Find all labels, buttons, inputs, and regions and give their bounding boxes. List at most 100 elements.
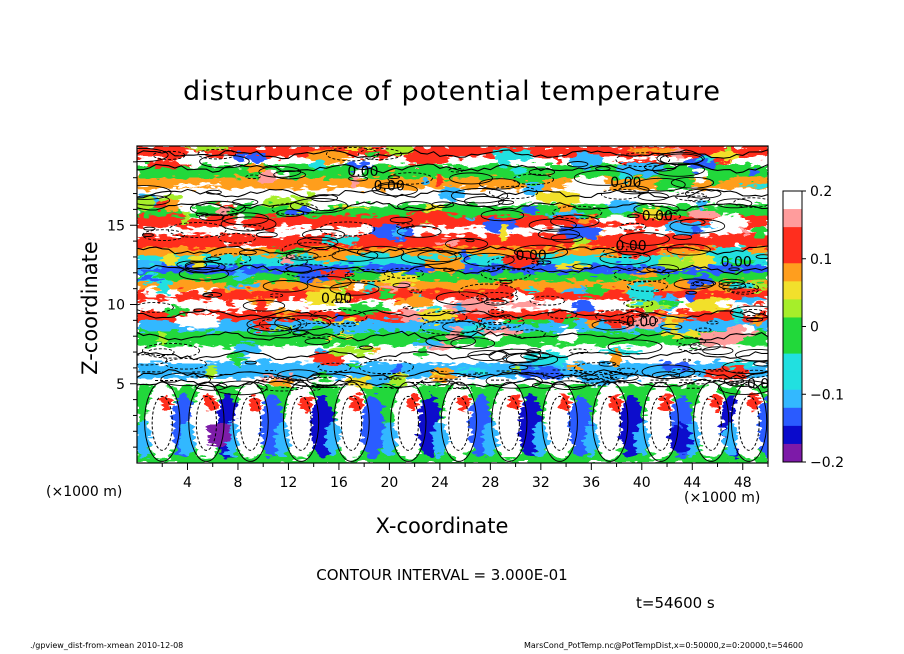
contour-cell <box>217 233 256 244</box>
contour-cell <box>572 263 593 270</box>
plume-tip <box>205 394 218 411</box>
contour-cell <box>262 280 309 293</box>
contour-cell <box>443 268 455 272</box>
contour-cell <box>463 252 515 267</box>
contour-cell <box>702 346 734 356</box>
contour-cell <box>296 236 339 248</box>
plume-contour <box>290 395 312 451</box>
contour-cell <box>485 373 543 389</box>
plume-contour <box>549 395 571 451</box>
contour-cell <box>651 371 681 380</box>
x-unit-right: (×1000 m) <box>684 490 761 506</box>
heatmap-patch <box>157 331 166 345</box>
contour-cell <box>142 229 185 241</box>
contour-cell <box>480 267 531 281</box>
heatmap-patch <box>715 299 748 309</box>
contour-cell <box>483 298 508 306</box>
heatmap-patch <box>459 251 469 261</box>
plume-contour <box>390 381 427 462</box>
contour-cell <box>479 321 509 331</box>
contour-cell <box>258 166 302 178</box>
heatmap-patch <box>436 175 444 185</box>
contour-cell <box>740 308 765 317</box>
plume-edge <box>432 421 448 457</box>
contour-line <box>137 264 768 275</box>
contour-cell <box>141 342 200 359</box>
contour-line <box>137 330 768 342</box>
heatmap-patch <box>227 299 235 307</box>
contour-cell <box>448 167 464 173</box>
contour-cell <box>178 267 229 281</box>
heatmap-band <box>137 272 768 282</box>
colorbar-swatch <box>783 317 802 337</box>
contour-cell <box>329 282 380 296</box>
heatmap-patch <box>466 215 475 220</box>
contour-cell <box>197 148 236 160</box>
contour-cell <box>573 362 622 376</box>
contour-cell <box>537 228 581 241</box>
footer-right: MarsCond_PotTemp.nc@PotTempDist,x=0:5000… <box>524 641 804 650</box>
heatmap-patch <box>558 225 602 239</box>
heatmap-patch <box>521 205 540 214</box>
heatmap-patch <box>354 281 363 291</box>
plume-contour <box>730 381 768 462</box>
contour-cell <box>618 185 650 195</box>
contour-label: 0.00 <box>374 178 405 194</box>
contour-cell <box>667 368 701 378</box>
heatmap-patch <box>569 153 606 169</box>
plume-edge <box>722 421 738 457</box>
heatmap-patch <box>511 292 536 302</box>
contour-cell <box>255 231 278 238</box>
contour-cell <box>513 244 569 260</box>
contour-lines <box>137 146 768 462</box>
contour-label: 0.00 <box>747 377 778 393</box>
heatmap-patch <box>665 220 695 235</box>
heatmap-patch <box>368 373 390 387</box>
x-tick-label: 20 <box>380 475 398 491</box>
contour-label: 0.00 <box>721 254 752 270</box>
heatmap-patch <box>363 284 378 292</box>
heatmap-patch <box>436 238 460 247</box>
contour-cell <box>409 289 423 294</box>
heatmap-patch <box>585 285 608 296</box>
plume-contour <box>592 381 629 462</box>
x-axis-label: X-coordinate <box>375 514 509 538</box>
heatmap-patch <box>524 286 539 291</box>
contour-cell <box>238 249 257 256</box>
plume-contour <box>188 381 225 462</box>
heatmap-patch <box>447 326 464 342</box>
colorbar-swatch <box>783 407 802 427</box>
heatmap-patch <box>378 290 395 298</box>
x-tick-label: 12 <box>280 475 298 491</box>
contour-cell <box>292 330 310 336</box>
heatmap-patch <box>353 169 365 178</box>
plume-tip <box>350 394 363 411</box>
chart-title: disturbunce of potential temperature <box>183 76 721 107</box>
colorbar-swatch <box>783 281 802 300</box>
heatmap-patch <box>362 237 372 253</box>
contour-cell <box>465 239 475 243</box>
contour-cell <box>619 222 647 231</box>
contour-cell <box>301 228 346 241</box>
heatmap-patch <box>336 313 344 321</box>
heatmap-patch <box>165 199 179 215</box>
colorbar-swatch <box>783 443 802 463</box>
contour-cell <box>542 372 565 380</box>
time-label: t=54600 s <box>636 594 715 612</box>
contour-cell <box>633 202 680 216</box>
contour-label: 0.00 <box>516 248 547 264</box>
plume-contour <box>650 395 672 451</box>
x-tick-label: 8 <box>233 475 242 491</box>
heatmap-patch <box>183 146 230 150</box>
contour-cell <box>421 311 468 324</box>
heatmap-patch <box>410 341 443 347</box>
contour-cell <box>670 176 715 189</box>
plume-contour <box>144 381 181 462</box>
contour-cell <box>137 354 168 366</box>
contour-cell <box>652 162 705 177</box>
heatmap-patch <box>178 150 211 167</box>
contour-cell <box>392 282 411 288</box>
x-tick-label: 44 <box>683 475 701 491</box>
heatmap-patch <box>512 166 526 177</box>
plume-min <box>668 424 692 454</box>
